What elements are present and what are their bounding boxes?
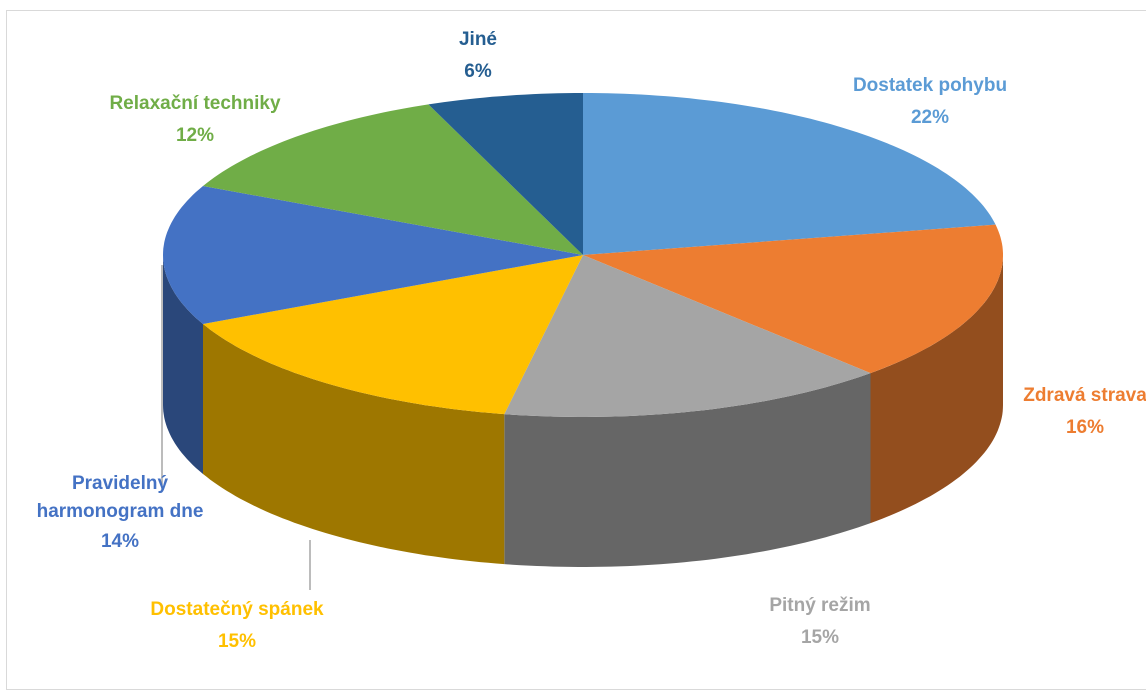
slice-label: Dostatečný spánek 15% [150,594,323,658]
value-label: 15% [800,627,840,648]
value-label: 15% [217,631,257,652]
slice [583,224,1003,374]
slice-label: Zdravá strava 16% [1023,380,1146,444]
slice [504,255,871,417]
slice-side [870,255,1003,524]
value-label: 6% [464,61,492,82]
slice-side [504,373,871,567]
value-label: 12% [175,125,215,146]
slice [163,186,583,324]
slice-label: Relaxační techniky 12% [109,88,280,152]
category-label: Dostatečný spánek [150,599,324,620]
category-label: Dostatek pohybu [852,75,1008,96]
slice-label: Pravidelný harmonogram dne 14% [20,470,220,558]
slice-side [163,255,203,474]
slice [428,93,583,255]
slice-label: Jiné 6% [459,24,497,88]
category-label: Pitný režim [769,595,871,616]
slice-label: Pitný režim 15% [769,590,870,654]
slice [203,255,583,415]
slice-side [203,324,505,565]
category-label: Pravidelný harmonogram dne [36,473,204,522]
slice [583,93,996,255]
category-label: Zdravá strava [1023,385,1146,406]
value-label: 16% [1065,417,1105,438]
category-label: Jiné [458,29,498,50]
value-label: 14% [100,531,140,552]
slice [203,104,583,256]
slice-label: Dostatek pohybu 22% [853,70,1007,134]
value-label: 22% [910,107,950,128]
category-label: Relaxační techniky [109,93,281,114]
